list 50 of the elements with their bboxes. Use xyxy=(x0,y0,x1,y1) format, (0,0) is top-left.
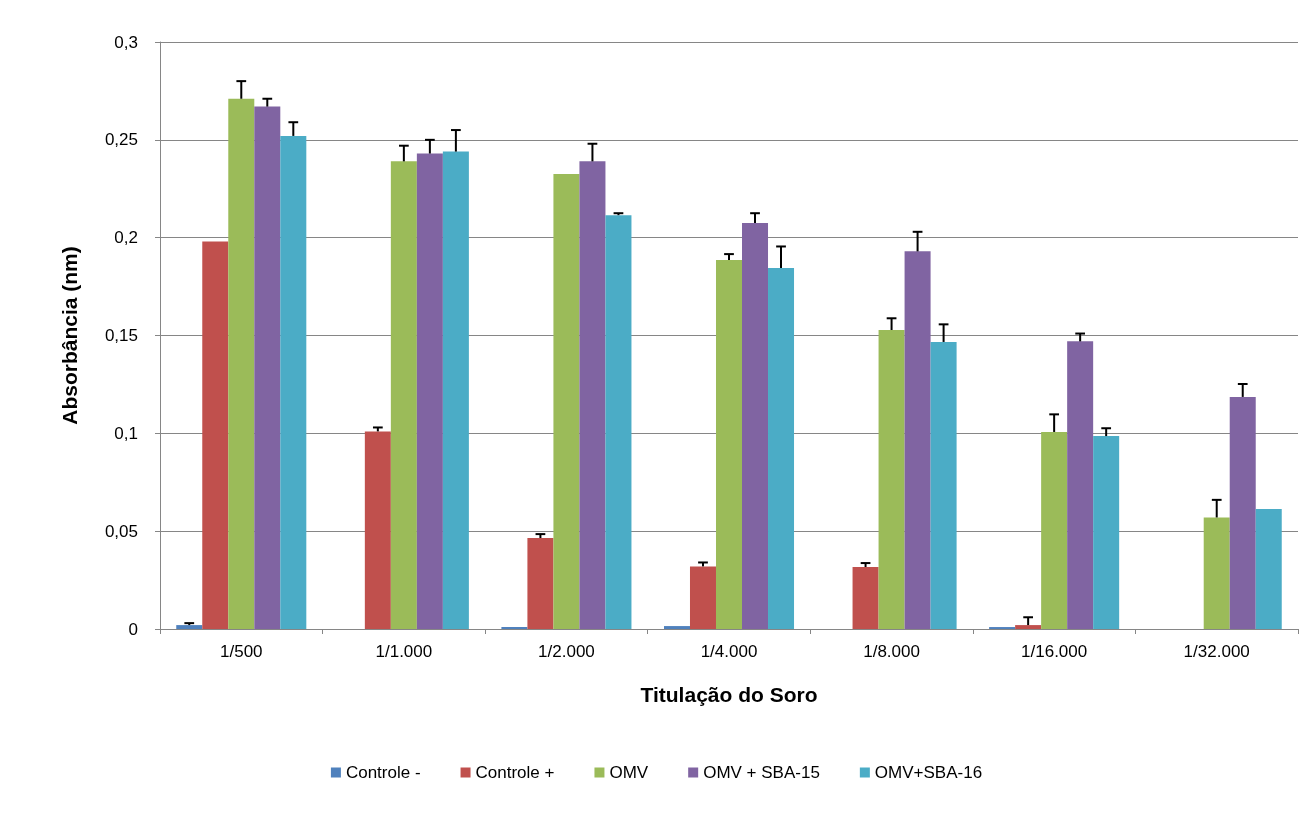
bar xyxy=(742,222,769,629)
bar xyxy=(1015,625,1042,629)
y-tick-label: 0 xyxy=(128,619,138,639)
legend-label: Controle + xyxy=(475,763,555,782)
bar xyxy=(768,268,795,629)
bar xyxy=(442,151,469,629)
bar xyxy=(416,153,443,629)
x-tick-label: 1/4.000 xyxy=(700,642,758,661)
bar xyxy=(852,566,879,629)
bar xyxy=(689,566,716,629)
bar xyxy=(715,259,743,629)
bar xyxy=(228,98,255,629)
y-tick-label: 0,2 xyxy=(114,228,138,248)
x-axis-title: Titulação do Soro xyxy=(640,683,818,706)
legend-label: Controle - xyxy=(345,763,421,782)
legend-label: OMV xyxy=(609,763,649,782)
x-tick-label: 1/16.000 xyxy=(1021,642,1088,661)
y-tick-label: 0,15 xyxy=(104,326,138,345)
bar xyxy=(202,241,229,629)
bar xyxy=(1255,509,1282,629)
x-tick-label: 1/2.000 xyxy=(538,642,595,661)
legend-label: OMV + SBA-15 xyxy=(703,763,820,782)
bar xyxy=(1203,517,1230,629)
bar xyxy=(904,251,931,629)
x-tick-label: 1/8.000 xyxy=(863,642,920,661)
bar xyxy=(390,161,417,629)
legend-label: OMV+SBA-16 xyxy=(874,763,983,782)
bar xyxy=(176,625,203,629)
bar xyxy=(364,431,391,629)
x-tick-label: 1/500 xyxy=(220,642,263,661)
bar xyxy=(280,135,307,629)
bar xyxy=(1041,431,1068,629)
bar xyxy=(254,106,281,629)
bar xyxy=(553,174,580,629)
bar xyxy=(930,341,957,629)
x-tick-label: 1/1.000 xyxy=(375,642,433,661)
bar xyxy=(527,538,554,629)
y-axis-title: Absorbância (nm) xyxy=(58,246,81,425)
y-tick-label: 0,3 xyxy=(114,32,138,52)
bar xyxy=(663,626,690,629)
x-tick-label: 1/32.000 xyxy=(1183,642,1250,661)
y-tick-label: 0,05 xyxy=(104,521,138,541)
y-tick-label: 0,1 xyxy=(114,423,138,443)
y-tick-label: 0,25 xyxy=(104,130,138,150)
bar xyxy=(1093,436,1120,629)
bar xyxy=(878,330,905,629)
bar xyxy=(1229,396,1256,629)
bar xyxy=(605,215,632,629)
bar xyxy=(1067,341,1094,629)
bar xyxy=(579,161,606,629)
